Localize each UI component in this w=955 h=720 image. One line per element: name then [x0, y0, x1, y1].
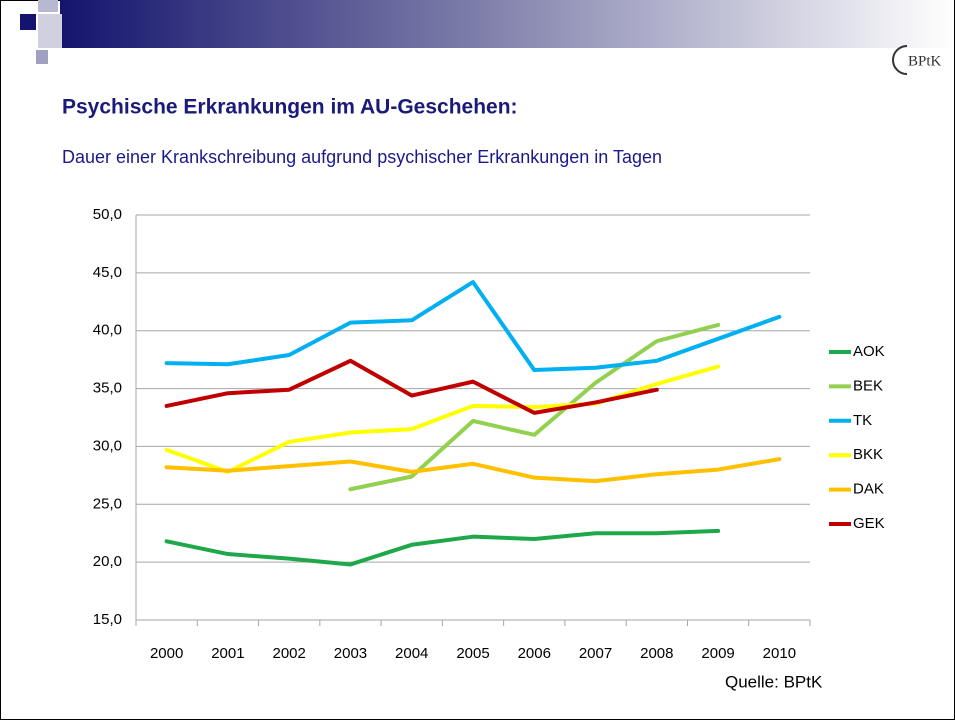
legend-label: TK [853, 412, 872, 429]
y-tick-label: 40,0 [93, 322, 122, 339]
header-band [60, 0, 954, 48]
deco-square [20, 14, 36, 30]
x-tick-label: 2005 [456, 645, 489, 662]
y-tick-label: 30,0 [93, 437, 122, 454]
chart-subtitle: Dauer einer Krankschreibung aufgrund psy… [62, 147, 662, 167]
logo-arc [892, 45, 908, 75]
x-tick-label: 2008 [640, 645, 673, 662]
series-line [164, 280, 782, 373]
y-tick-label: 50,0 [93, 206, 122, 223]
deco-square [38, 0, 58, 12]
source: Quelle: BPtK [725, 672, 823, 691]
chart-title: Psychische Erkrankungen im AU-Geschehen: [62, 96, 518, 119]
x-tick-label: 2000 [150, 645, 183, 662]
legend-label: GEK [853, 515, 885, 532]
legend-label: BEK [853, 377, 883, 394]
x-tick-label: 2004 [395, 645, 428, 662]
x-tick-label: 2007 [579, 645, 612, 662]
deco-square [36, 50, 48, 64]
x-tick-label: 2002 [272, 645, 305, 662]
legend-label: AOK [853, 343, 885, 360]
deco-square [38, 14, 62, 48]
x-tick-label: 2003 [334, 645, 367, 662]
x-tick-label: 2010 [763, 645, 796, 662]
series-line [164, 358, 659, 415]
x-tick-label: 2001 [211, 645, 244, 662]
y-tick-label: 45,0 [93, 264, 122, 281]
y-tick-label: 20,0 [93, 553, 122, 570]
legend-label: BKK [853, 446, 883, 463]
series-line [164, 457, 782, 484]
logo: BPtK [908, 53, 942, 69]
x-tick-label: 2009 [701, 645, 734, 662]
y-tick-label: 15,0 [93, 611, 122, 628]
series-line [164, 528, 721, 567]
y-tick-label: 25,0 [93, 495, 122, 512]
series-line [348, 322, 721, 492]
x-tick-label: 2006 [518, 645, 551, 662]
y-tick-label: 35,0 [93, 380, 122, 397]
legend-label: DAK [853, 481, 884, 498]
series-line [164, 364, 721, 474]
